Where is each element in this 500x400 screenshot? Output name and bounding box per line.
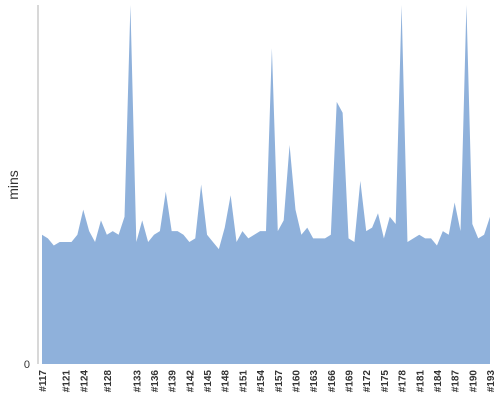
- x-tick-label: #124: [79, 370, 90, 393]
- x-tick-label: #154: [256, 370, 267, 393]
- x-tick-label: #184: [433, 370, 444, 393]
- x-tick-label: #166: [327, 370, 338, 393]
- x-tick-label: #172: [362, 370, 373, 393]
- x-tick-label: #139: [168, 370, 179, 393]
- x-tick-label: #169: [345, 370, 356, 393]
- x-tick-label: #160: [291, 370, 302, 393]
- y-axis-label: mins: [5, 170, 21, 200]
- x-tick-label: #128: [103, 370, 114, 393]
- x-tick-label: #117: [38, 370, 49, 392]
- series-area: [42, 5, 490, 364]
- x-tick-label: #121: [62, 370, 73, 393]
- x-tick-label: #148: [221, 370, 232, 393]
- x-tick-label: #163: [309, 370, 320, 393]
- x-tick-label: #151: [238, 370, 249, 393]
- x-axis-ticks: #117 #121 #124 #128 #133 #136 #139 #142 #145 #148…: [38, 370, 497, 393]
- x-tick-label: #136: [150, 370, 161, 393]
- x-tick-label: #133: [132, 370, 143, 393]
- x-tick-label: #187: [451, 370, 462, 393]
- x-tick-label: #175: [380, 370, 391, 393]
- x-tick-label: #181: [415, 370, 426, 393]
- x-tick-label: #145: [203, 370, 214, 393]
- x-tick-label: #142: [185, 370, 196, 393]
- x-tick-label: #157: [274, 370, 285, 393]
- x-tick-label: #178: [398, 370, 409, 393]
- x-tick-label: #193: [486, 370, 497, 393]
- x-tick-label: #190: [468, 370, 479, 393]
- y-tick-label-zero: 0: [24, 359, 30, 371]
